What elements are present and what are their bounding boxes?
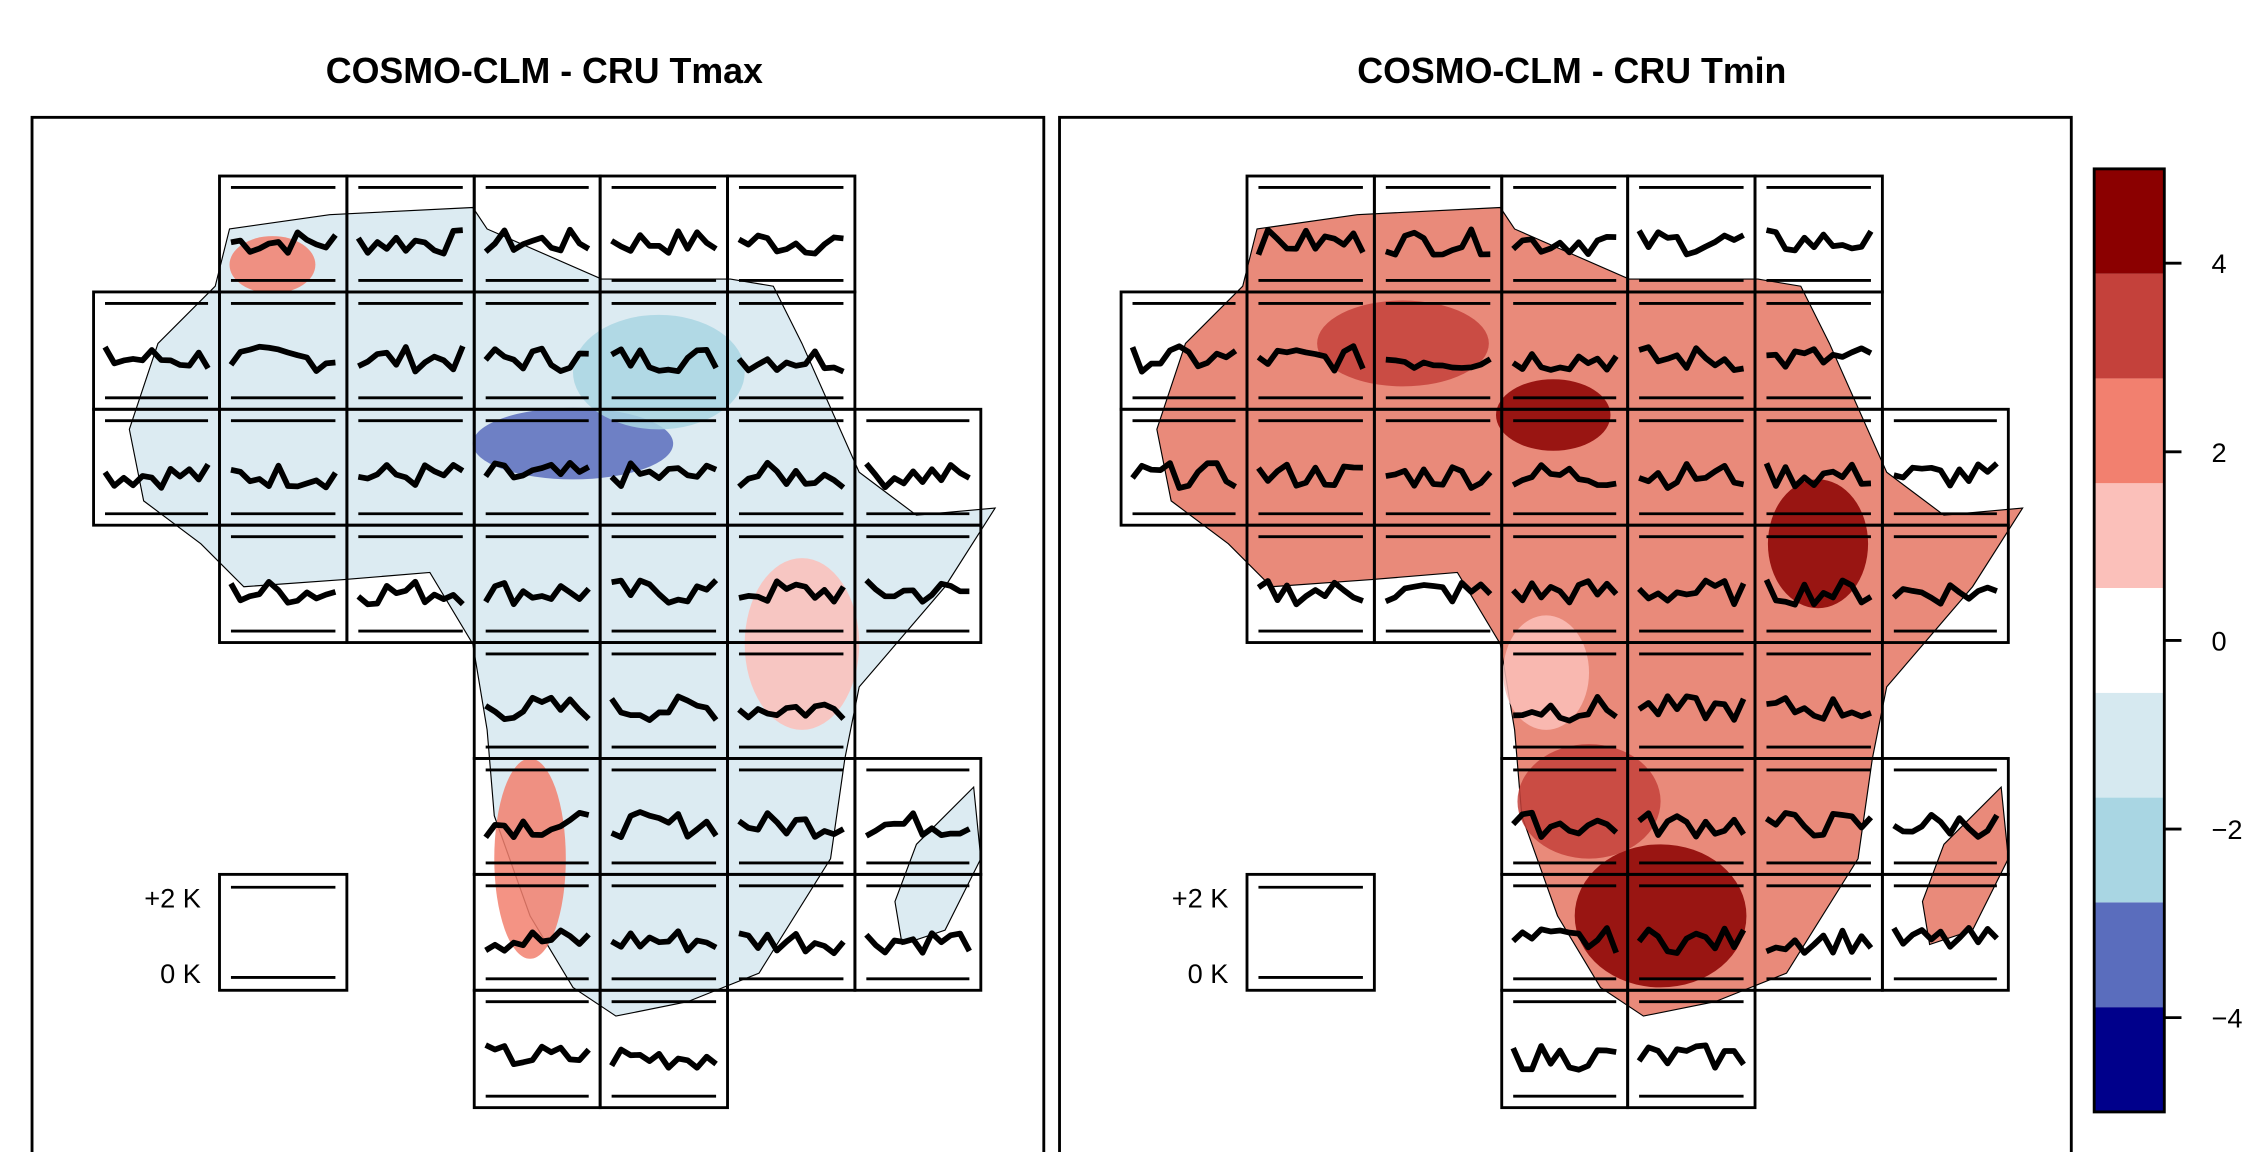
sparkline — [1639, 231, 1743, 255]
map-panel: COSMO-CLM - CRU Tmax +2 K 0 K — [32, 51, 1044, 1152]
land — [1922, 787, 2008, 944]
grid-box — [1628, 176, 1755, 292]
legend-label: 0 K — [160, 958, 201, 989]
sparkline — [1639, 1045, 1743, 1067]
colorbar-bin — [2094, 169, 2164, 274]
anomaly-patch — [494, 758, 566, 958]
grid-box — [728, 176, 855, 292]
colorbar-bin — [2094, 798, 2164, 903]
sparkline — [1766, 230, 1870, 250]
colorbar-bin — [2094, 1007, 2164, 1112]
anomaly-patch — [1517, 744, 1660, 858]
colorbar-bin — [2094, 274, 2164, 379]
colorbar-tick-label: −4 — [2212, 1003, 2243, 1034]
map-panel: COSMO-CLM - CRU Tmin +2 K 0 K — [1060, 51, 2072, 1152]
colorbar-bin — [2094, 902, 2164, 1007]
anomaly-patch — [1496, 379, 1610, 451]
legend-label: +2 K — [144, 882, 201, 913]
sparkline — [866, 464, 969, 488]
land — [895, 787, 981, 944]
colorbar-bin — [2094, 483, 2164, 588]
page: {"panels":[ {"title":"COSMO-CLM - CRU Tm… — [0, 0, 2245, 1152]
colorbar-tick-label: 4 — [2212, 248, 2227, 279]
anomaly-patch — [1575, 844, 1747, 987]
grid-box — [600, 176, 727, 292]
sparkline — [739, 236, 843, 254]
legend-label: 0 K — [1188, 958, 1229, 989]
panel-title: COSMO-CLM - CRU Tmax — [326, 51, 763, 91]
colorbar-tick-label: 2 — [2212, 437, 2227, 468]
legend-label: +2 K — [1172, 882, 1229, 913]
colorbar-bin — [2094, 588, 2164, 693]
legend-box — [1247, 874, 1374, 990]
sparkline — [1894, 463, 1997, 485]
legend-box — [220, 874, 347, 990]
figure: COSMO-CLM - CRU Tmax+2 K0 KCOSMO-CLM - C… — [0, 0, 2245, 1152]
anomaly-patch — [1317, 301, 1489, 387]
sparkline — [486, 1045, 589, 1064]
panel-title: COSMO-CLM - CRU Tmin — [1357, 51, 1786, 91]
colorbar-tick-label: −2 — [2212, 814, 2243, 845]
colorbar-bin — [2094, 693, 2164, 798]
sparkline — [612, 1050, 716, 1068]
africa — [1121, 176, 2023, 1108]
africa — [94, 176, 996, 1108]
colorbar-tick-label: 0 — [2212, 625, 2227, 656]
sparkline — [1513, 1046, 1616, 1070]
sparkline — [612, 231, 716, 253]
colorbar-bin — [2094, 378, 2164, 483]
